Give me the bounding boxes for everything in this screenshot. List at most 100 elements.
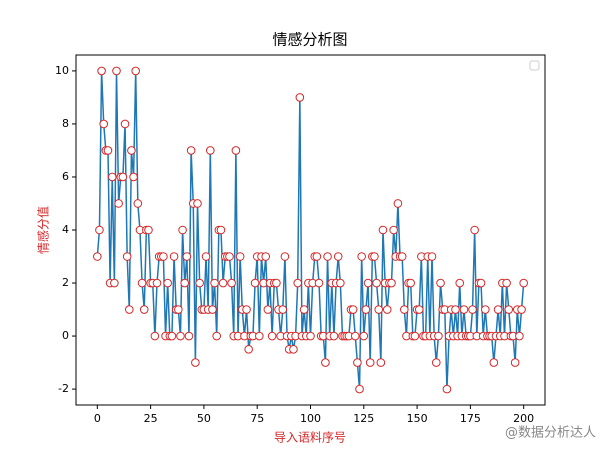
point: [376, 358, 386, 367]
point: [272, 278, 281, 288]
point: [374, 305, 384, 314]
point: [201, 252, 211, 261]
point: [400, 305, 409, 314]
point: [93, 252, 102, 261]
point: [133, 199, 143, 208]
point: [519, 278, 528, 288]
point: [333, 252, 343, 261]
point: [476, 278, 486, 288]
point: [406, 278, 415, 288]
point: [107, 172, 117, 182]
point: [112, 66, 121, 76]
point: [267, 331, 277, 341]
point: [321, 358, 330, 367]
point: [389, 225, 398, 235]
point: [372, 278, 381, 288]
point: [178, 225, 187, 235]
x-tick-label: 175: [460, 412, 481, 425]
point: [159, 252, 168, 261]
point: [370, 252, 379, 261]
y-axis-label: 情感分值: [36, 206, 51, 254]
point: [152, 278, 162, 288]
y-tick-label: 2: [62, 276, 69, 289]
point: [139, 305, 149, 314]
point: [97, 66, 106, 76]
point: [169, 252, 179, 261]
point: [427, 252, 437, 261]
point: [176, 331, 185, 341]
point: [312, 252, 322, 261]
point: [493, 305, 503, 314]
point: [378, 225, 388, 235]
point: [481, 305, 490, 314]
point: [393, 199, 403, 208]
point: [195, 278, 204, 288]
x-tick-label: 125: [353, 412, 374, 425]
point: [470, 225, 479, 235]
point: [293, 278, 303, 288]
point: [504, 305, 514, 314]
y-tick-label: 0: [62, 329, 69, 342]
point: [99, 119, 109, 129]
point: [244, 345, 253, 354]
point: [212, 331, 221, 341]
point: [186, 146, 196, 155]
point: [361, 305, 371, 314]
x-tick-label: 200: [513, 412, 534, 425]
point: [363, 278, 373, 288]
y-tick-label: 8: [62, 117, 69, 130]
y-tick-label: -2: [58, 382, 69, 395]
point: [451, 305, 460, 314]
point: [210, 278, 219, 288]
point: [110, 278, 119, 288]
point: [357, 252, 366, 261]
point: [242, 305, 251, 314]
legend: [529, 60, 540, 71]
point: [510, 358, 520, 367]
point: [365, 358, 375, 367]
point: [182, 252, 192, 261]
point: [95, 225, 104, 235]
point: [455, 278, 465, 288]
point: [414, 305, 424, 314]
point: [353, 358, 362, 367]
point: [193, 199, 202, 208]
point: [218, 278, 228, 288]
point: [517, 305, 526, 314]
point: [348, 305, 358, 314]
point: [144, 225, 153, 235]
point: [434, 331, 443, 341]
point: [227, 278, 236, 288]
point: [263, 305, 273, 314]
x-tick-label: 50: [197, 412, 211, 425]
x-tick-label: 150: [407, 412, 428, 425]
point: [206, 146, 215, 155]
point: [127, 146, 136, 155]
point: [124, 305, 134, 314]
point: [397, 252, 407, 261]
point: [359, 331, 369, 341]
point: [250, 278, 260, 288]
point: [442, 384, 452, 394]
point: [410, 331, 420, 341]
point: [191, 358, 200, 367]
point: [137, 278, 147, 288]
point: [515, 331, 524, 341]
y-tick-label: 10: [55, 64, 69, 77]
x-axis-label: 导入语料序号: [274, 430, 346, 445]
watermark: @数据分析达人: [505, 426, 596, 441]
x-tick-label: 75: [250, 412, 264, 425]
point: [382, 305, 392, 314]
point: [255, 331, 264, 341]
point: [118, 172, 128, 182]
x-tick-label: 100: [300, 412, 321, 425]
point: [184, 331, 194, 341]
y-tick-label: 6: [62, 170, 69, 183]
point: [225, 252, 234, 261]
point: [323, 252, 332, 261]
x-tick-label: 0: [94, 412, 101, 425]
point: [295, 93, 305, 102]
point: [150, 331, 160, 341]
point: [489, 358, 499, 367]
